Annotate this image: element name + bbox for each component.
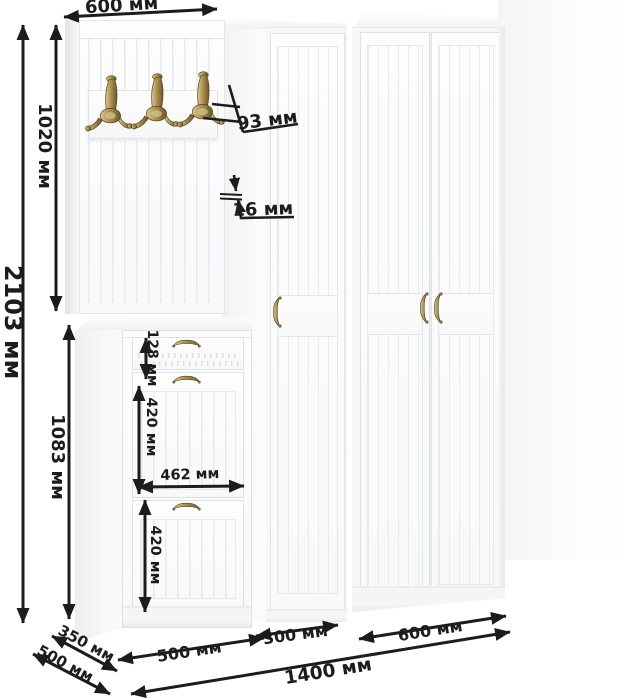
double-wardrobe-plinth (352, 586, 505, 612)
dim-line-total-width (130, 627, 511, 699)
dim-panel-height: 1020 мм (34, 103, 55, 189)
bow-handle-icon (273, 296, 282, 328)
dim-line-top-width (63, 3, 218, 23)
shoe-flap-lower (132, 500, 244, 607)
double-wardrobe-left-door (360, 32, 430, 604)
hook-panel-side-edge (65, 20, 79, 314)
door-panel (438, 45, 494, 585)
dim-top-width: 600 мм (84, 0, 158, 18)
dim-cabinet-height: 1083 мм (47, 414, 68, 500)
shoe-cabinet-side-panel (75, 330, 123, 642)
background-shading (498, 0, 632, 560)
bow-handle-icon (434, 292, 443, 324)
dim-line-cabinet-width (117, 633, 265, 665)
double-wardrobe-side-edge (499, 27, 505, 612)
coat-hook-icon (85, 75, 133, 132)
double-wardrobe-top-face (354, 11, 506, 29)
double-wardrobe (352, 27, 505, 612)
dim-line-double-width (358, 611, 507, 644)
dim-line-wardrobe-depth (32, 652, 111, 696)
dim-narrow-wardrobe-width: 300 мм (262, 621, 329, 648)
bow-handle-icon (172, 339, 201, 348)
flap-panel (140, 391, 236, 490)
shoe-cabinet-plinth (123, 606, 251, 627)
door-panel (367, 45, 423, 587)
narrow-wardrobe (266, 27, 347, 622)
dim-total-width: 1400 мм (283, 654, 373, 689)
bow-handle-icon (172, 375, 201, 384)
drawer-vent-row (138, 353, 236, 358)
hook-panel (79, 20, 225, 314)
bow-handle-icon (420, 292, 429, 324)
narrow-wardrobe-plinth (266, 609, 347, 622)
hook-panel-planks (88, 137, 216, 303)
door-mid-rail (368, 293, 422, 335)
door-mid-rail (439, 293, 493, 335)
narrow-wardrobe-top-face (221, 18, 347, 29)
drawer-vent-row (141, 361, 239, 366)
dim-total-height: 2103 мм (0, 265, 27, 379)
dim-line-narrow-width (255, 620, 339, 641)
door-panel (277, 46, 338, 594)
dim-line-cabinet-depth (51, 634, 118, 673)
double-wardrobe-right-door (431, 32, 501, 602)
bow-handle-icon (172, 502, 201, 511)
door-mid-rail (278, 295, 337, 337)
flap-panel (140, 519, 236, 599)
dim-double-wardrobe-width: 600 мм (396, 616, 463, 645)
hook-panel-top-rail (80, 21, 224, 39)
shoe-cabinet-top-face (75, 315, 252, 332)
coat-hook-icon (177, 71, 225, 128)
coat-hook-icon (131, 73, 179, 130)
shoe-flap-upper (132, 372, 244, 498)
dim-wardrobe-depth: 500 мм (34, 641, 96, 686)
dim-cabinet-width: 500 мм (156, 637, 223, 665)
